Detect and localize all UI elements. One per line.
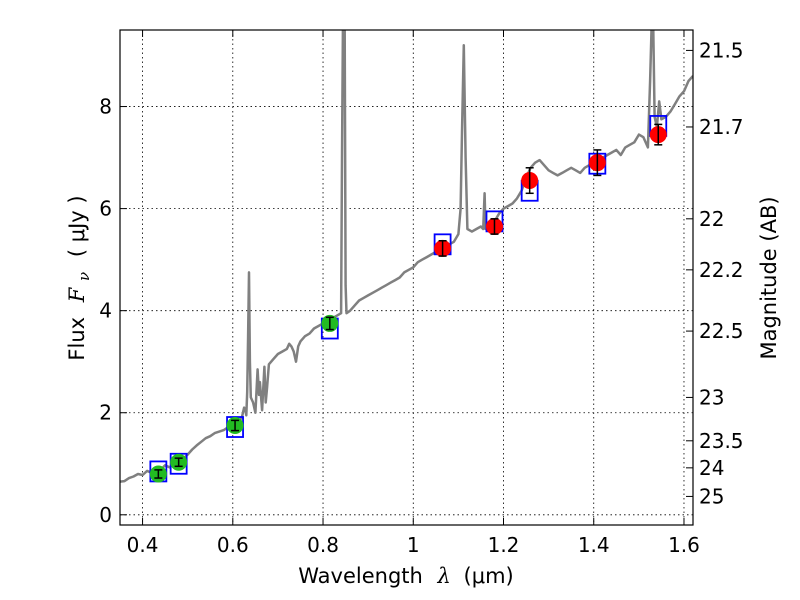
grid [120,30,693,525]
mag-tick-label-3: 22.2 [699,258,744,282]
observed-point-3-0 [434,239,452,257]
observed-point-3-4 [649,123,667,146]
observed-point-3-1 [485,217,503,235]
x-tick-label-4: 1.2 [488,533,520,557]
observed-point-2-1 [170,453,188,471]
mag-tick-label-5: 23 [699,385,724,409]
mag-tick-label-0: 21.5 [699,38,744,62]
x-tick-label-5: 1.4 [578,533,610,557]
x-tick-label-3: 1 [407,533,420,557]
mag-tick-label-2: 22 [699,207,724,231]
y-tick-label-3: 6 [99,197,112,221]
observed-point-3-2 [521,167,539,195]
observed-point-3-3 [588,149,606,177]
mag-tick-label-8: 25 [699,484,724,508]
observed-point-2-2 [226,416,244,434]
mag-tick-label-1: 21.7 [699,115,744,139]
x-tick-label-1: 0.6 [217,533,249,557]
y-tick-label-4: 8 [99,95,112,119]
y2-axis-label: Magnitude (AB) [757,196,781,359]
y-tick-label-0: 0 [99,503,112,527]
spectrum-line [120,30,693,483]
x-tick-label-0: 0.4 [127,533,159,557]
y-axis-label: Flux F ν ( μJy ) [65,195,94,360]
y-tick-label-2: 4 [99,299,112,323]
mag-tick-label-4: 22.5 [699,319,744,343]
x-tick-label-2: 0.8 [307,533,339,557]
observed-point-2-0 [149,465,167,483]
mag-tick-label-7: 24 [699,456,724,480]
x-tick-label-6: 1.6 [668,533,700,557]
y-tick-label-1: 2 [99,401,112,425]
spectrum-path [120,30,693,483]
axis-ticks: 0.4 0.6 0.8 1 1.2 1.4 1.60246821.521.72222.222… [99,30,744,557]
photometry-markers [149,115,668,483]
x-axis-label: Wavelength λ (μm) [298,564,513,588]
mag-tick-label-6: 23.5 [699,429,744,453]
observed-point-2-3 [321,314,339,332]
plot-frame [119,29,694,526]
